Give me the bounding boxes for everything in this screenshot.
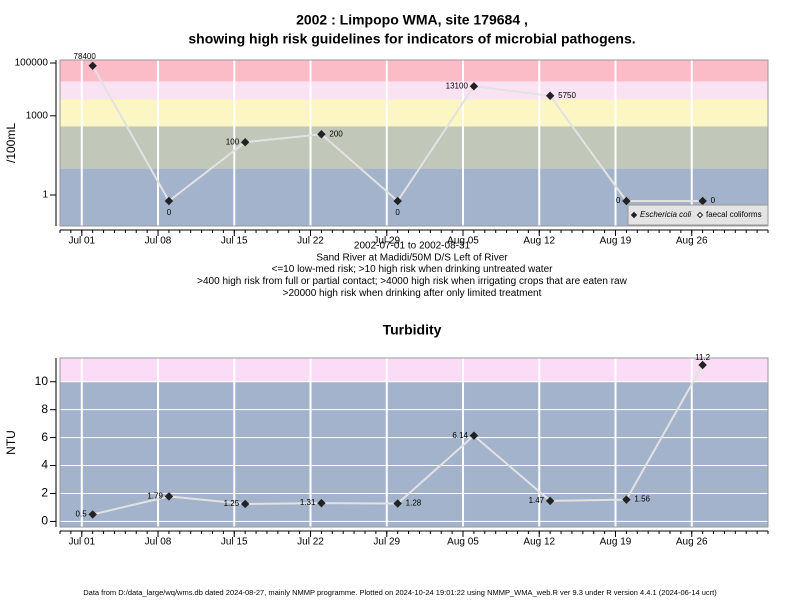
data-point <box>545 91 555 100</box>
data-label: 0 <box>616 196 621 205</box>
y-axis-label: /100mL <box>4 123 18 163</box>
footer: Data from D:/data_large/wq/wms.db dated … <box>83 588 717 597</box>
data-label: 1.79 <box>147 492 163 501</box>
data-point <box>469 431 479 440</box>
y-tick-label: 2 <box>41 486 48 500</box>
chart-title: showing high risk guidelines for indicat… <box>188 31 635 47</box>
data-point <box>469 82 479 91</box>
data-label: 78400 <box>74 52 97 61</box>
x-tick-label: Jul 15 <box>221 236 248 247</box>
data-label: 1.25 <box>224 499 240 508</box>
y-tick-label: 10 <box>35 374 49 388</box>
data-point <box>317 130 326 139</box>
x-tick-label: Jul 29 <box>373 236 400 247</box>
data-point <box>393 196 402 206</box>
risk-band <box>60 99 768 127</box>
data-point <box>622 495 631 504</box>
y-axis-label: NTU <box>4 430 18 455</box>
data-point <box>240 138 250 147</box>
data-label: 0 <box>167 208 172 217</box>
plot-frame <box>59 59 769 227</box>
risk-band <box>60 60 768 82</box>
data-label: 5750 <box>558 91 576 100</box>
data-label: 0 <box>395 208 400 217</box>
data-label: 1.56 <box>634 495 650 504</box>
data-point <box>88 510 97 519</box>
data-label: 0.5 <box>76 510 88 519</box>
data-label: 6.14 <box>452 431 468 440</box>
chart-title: 2002 : Limpopo WMA, site 179684 , <box>296 12 528 28</box>
chart-note: >400 high risk from full or partial cont… <box>197 276 627 287</box>
chart-note: 2002-07-01 to 2002-08-31 <box>354 241 471 252</box>
chart-note: <=10 low-med risk; >10 high risk when dr… <box>272 264 554 275</box>
data-point <box>164 196 174 206</box>
data-label: 1.28 <box>406 499 422 508</box>
x-tick-label: Aug 05 <box>447 537 479 548</box>
legend-label: faecal coliforms <box>706 210 762 219</box>
x-tick-label: Aug 12 <box>523 236 555 247</box>
y-tick-label: 6 <box>41 430 48 444</box>
y-tick-label: 8 <box>41 402 48 416</box>
data-point <box>317 498 326 508</box>
risk-band <box>60 81 768 100</box>
x-tick-label: Jul 08 <box>145 236 172 247</box>
data-label: 1.31 <box>300 498 316 507</box>
risk-band <box>60 126 768 169</box>
x-tick-label: Aug 19 <box>600 236 632 247</box>
x-tick-label: Jul 22 <box>297 236 324 247</box>
data-point <box>698 360 707 370</box>
risk-band <box>60 358 768 382</box>
y-tick-label: 1000 <box>26 110 49 121</box>
x-tick-label: Jul 22 <box>297 537 324 548</box>
x-tick-label: Aug 12 <box>523 537 555 548</box>
x-tick-label: Jul 01 <box>68 236 95 247</box>
data-point <box>88 61 97 71</box>
legend-marker <box>630 211 638 219</box>
data-point <box>545 496 555 506</box>
legend-marker <box>696 211 704 219</box>
risk-band <box>60 381 768 527</box>
data-label: 1.47 <box>529 496 545 505</box>
y-tick-label: 0 <box>41 514 48 528</box>
data-label: 100 <box>226 137 240 146</box>
data-point <box>164 492 174 501</box>
x-tick-label: Jul 29 <box>373 537 400 548</box>
data-point <box>622 196 631 206</box>
chart-note: Sand River at Madidi/50M D/S Left of Riv… <box>316 252 508 263</box>
chart-title: Turbidity <box>383 322 442 338</box>
plot-frame <box>59 357 769 528</box>
y-tick-label: 1 <box>42 190 48 201</box>
chart-note: >20000 high risk when drinking after onl… <box>283 288 542 299</box>
legend-label: Eschericia coli <box>640 210 691 219</box>
data-label: 13100 <box>446 81 469 90</box>
x-tick-label: Jul 08 <box>145 537 172 548</box>
x-tick-label: Aug 05 <box>447 236 479 247</box>
data-label: 200 <box>329 129 343 138</box>
data-label: 0 <box>711 196 716 205</box>
data-point <box>393 499 402 508</box>
y-tick-label: 4 <box>41 458 48 472</box>
x-tick-label: Aug 26 <box>676 236 708 247</box>
y-tick-label: 100000 <box>15 58 49 69</box>
data-label: 11.2 <box>695 353 711 362</box>
x-tick-label: Aug 19 <box>600 537 632 548</box>
x-tick-label: Jul 15 <box>221 537 248 548</box>
x-tick-label: Aug 26 <box>676 537 708 548</box>
x-tick-label: Jul 01 <box>68 537 95 548</box>
data-point <box>240 499 250 509</box>
